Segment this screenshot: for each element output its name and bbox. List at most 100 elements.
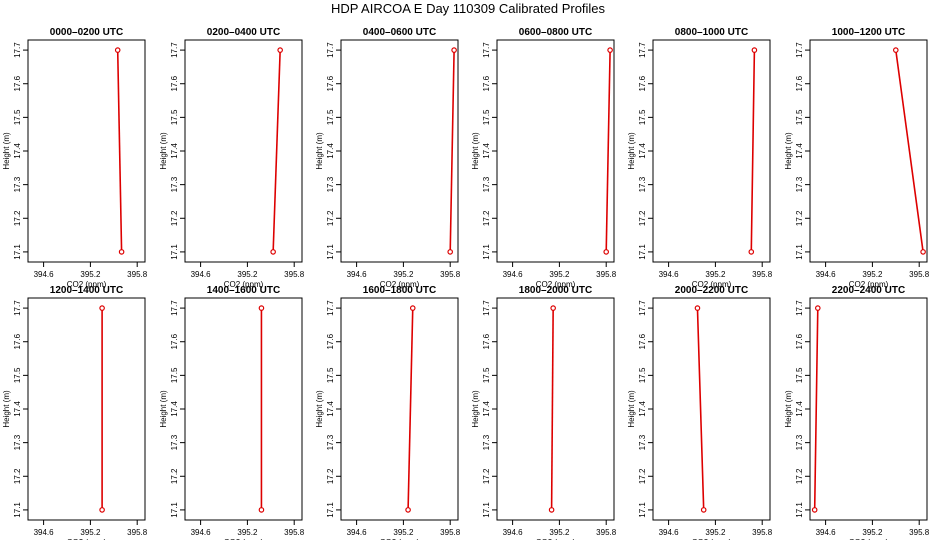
data-point: [751, 47, 758, 53]
y-tick-label: 17.5: [482, 109, 491, 125]
y-axis-label: Height (m): [2, 390, 11, 428]
y-tick-label: 17.3: [795, 176, 804, 192]
y-tick-label: 17.2: [13, 468, 22, 484]
profile-line: [449, 50, 455, 252]
y-axis-label: Height (m): [627, 390, 636, 428]
plot-frame: [340, 297, 459, 521]
panel-title: 0400–0600 UTC: [363, 27, 436, 38]
y-axis-label: Height (m): [471, 132, 480, 170]
data-point: [607, 47, 613, 53]
y-tick-label: 17.1: [638, 502, 647, 518]
y-tick-label: 17.4: [326, 143, 335, 159]
y-tick-label: 17.2: [795, 468, 804, 484]
y-tick-label: 17.7: [638, 300, 647, 316]
panel-title: 2200–2400 UTC: [832, 285, 905, 296]
profile-line: [895, 49, 924, 253]
y-tick-label: 17.6: [482, 75, 491, 91]
y-axis-label: Height (m): [784, 390, 793, 428]
y-tick-label: 17.2: [638, 468, 647, 484]
data-point: [603, 249, 610, 255]
y-tick-label: 17.6: [170, 75, 179, 91]
panel-10: 1800–2000 UTC 394.6 395.2 395.8 17.1 17.2 17.3…: [471, 285, 617, 540]
figure-title: HDP AIRCOA E Day 110309 Calibrated Profi…: [330, 1, 606, 16]
y-tick-label: 17.3: [326, 176, 335, 192]
data-point: [451, 47, 457, 53]
y-tick-label: 17.6: [326, 333, 335, 349]
data-point: [700, 507, 707, 513]
x-tick-label: 394.6: [34, 270, 55, 279]
y-tick-label: 17.5: [170, 367, 179, 383]
plot-frame: [184, 297, 303, 521]
y-tick-label: 17.2: [638, 210, 647, 226]
y-tick-label: 17.5: [170, 109, 179, 125]
y-tick-label: 17.4: [13, 143, 22, 159]
profile-line: [605, 50, 611, 252]
x-tick-label: 395.8: [127, 270, 148, 279]
y-tick-label: 17.7: [170, 300, 179, 316]
profile-line: [272, 50, 281, 252]
y-tick-label: 17.4: [170, 143, 179, 159]
y-axis-label: Height (m): [784, 132, 793, 170]
x-tick-label: 395.2: [549, 270, 570, 279]
y-tick-label: 17.6: [482, 333, 491, 349]
plot-frame: [340, 39, 459, 263]
y-axis-label: Height (m): [315, 132, 324, 170]
panel-title: 0000–0200 UTC: [50, 27, 123, 38]
plot-frame: [496, 39, 615, 263]
x-tick-label: 395.2: [705, 270, 726, 279]
panel-title: 1000–1200 UTC: [832, 27, 905, 38]
y-tick-label: 17.6: [795, 333, 804, 349]
y-tick-label: 17.1: [170, 244, 179, 260]
data-point: [99, 507, 105, 513]
y-tick-label: 17.5: [638, 367, 647, 383]
x-tick-label: 395.8: [909, 528, 930, 537]
y-tick-label: 17.3: [638, 434, 647, 450]
panel-title: 0600–0800 UTC: [519, 27, 592, 38]
y-tick-label: 17.6: [638, 333, 647, 349]
x-tick-label: 395.2: [862, 528, 883, 537]
plot-frame: [652, 297, 771, 521]
y-tick-label: 17.3: [13, 176, 22, 192]
data-point: [748, 249, 755, 255]
y-tick-label: 17.6: [170, 333, 179, 349]
y-tick-label: 17.5: [482, 367, 491, 383]
y-tick-label: 17.6: [326, 75, 335, 91]
x-tick-label: 395.8: [440, 528, 461, 537]
profile-line: [550, 308, 554, 510]
x-tick-label: 394.6: [191, 270, 212, 279]
y-axis-label: Height (m): [159, 390, 168, 428]
y-tick-label: 17.4: [638, 401, 647, 417]
data-point: [447, 249, 454, 255]
y-tick-label: 17.1: [482, 244, 491, 260]
x-tick-label: 394.6: [34, 528, 55, 537]
panel-title: 1200–1400 UTC: [50, 285, 123, 296]
panel-title: 0800–1000 UTC: [675, 27, 748, 38]
x-tick-label: 395.2: [80, 528, 101, 537]
y-tick-label: 17.7: [326, 300, 335, 316]
y-tick-label: 17.5: [795, 109, 804, 125]
x-tick-label: 394.6: [191, 528, 212, 537]
x-axis-label: CO2 (ppm): [380, 280, 420, 289]
data-point: [258, 305, 265, 311]
y-tick-label: 17.2: [482, 468, 491, 484]
plot-frame: [27, 39, 146, 263]
data-point: [270, 249, 276, 255]
y-tick-label: 17.2: [170, 468, 179, 484]
y-tick-label: 17.4: [326, 401, 335, 417]
x-tick-label: 395.8: [596, 270, 617, 279]
y-tick-label: 17.4: [482, 143, 491, 159]
panel-12: 2200–2400 UTC 394.6 395.2 395.8 17.1 17.2 17.3…: [784, 285, 930, 540]
y-tick-label: 17.1: [326, 244, 335, 260]
x-axis-label: CO2 (ppm): [224, 280, 264, 289]
y-tick-label: 17.3: [795, 434, 804, 450]
data-point: [892, 47, 899, 53]
data-point: [277, 47, 283, 53]
plot-frame: [184, 39, 303, 263]
x-tick-label: 395.2: [705, 528, 726, 537]
data-point: [99, 305, 105, 311]
y-tick-label: 17.3: [482, 176, 491, 192]
x-tick-label: 394.6: [347, 270, 368, 279]
y-tick-label: 17.2: [13, 210, 22, 226]
profile-line: [116, 50, 123, 252]
